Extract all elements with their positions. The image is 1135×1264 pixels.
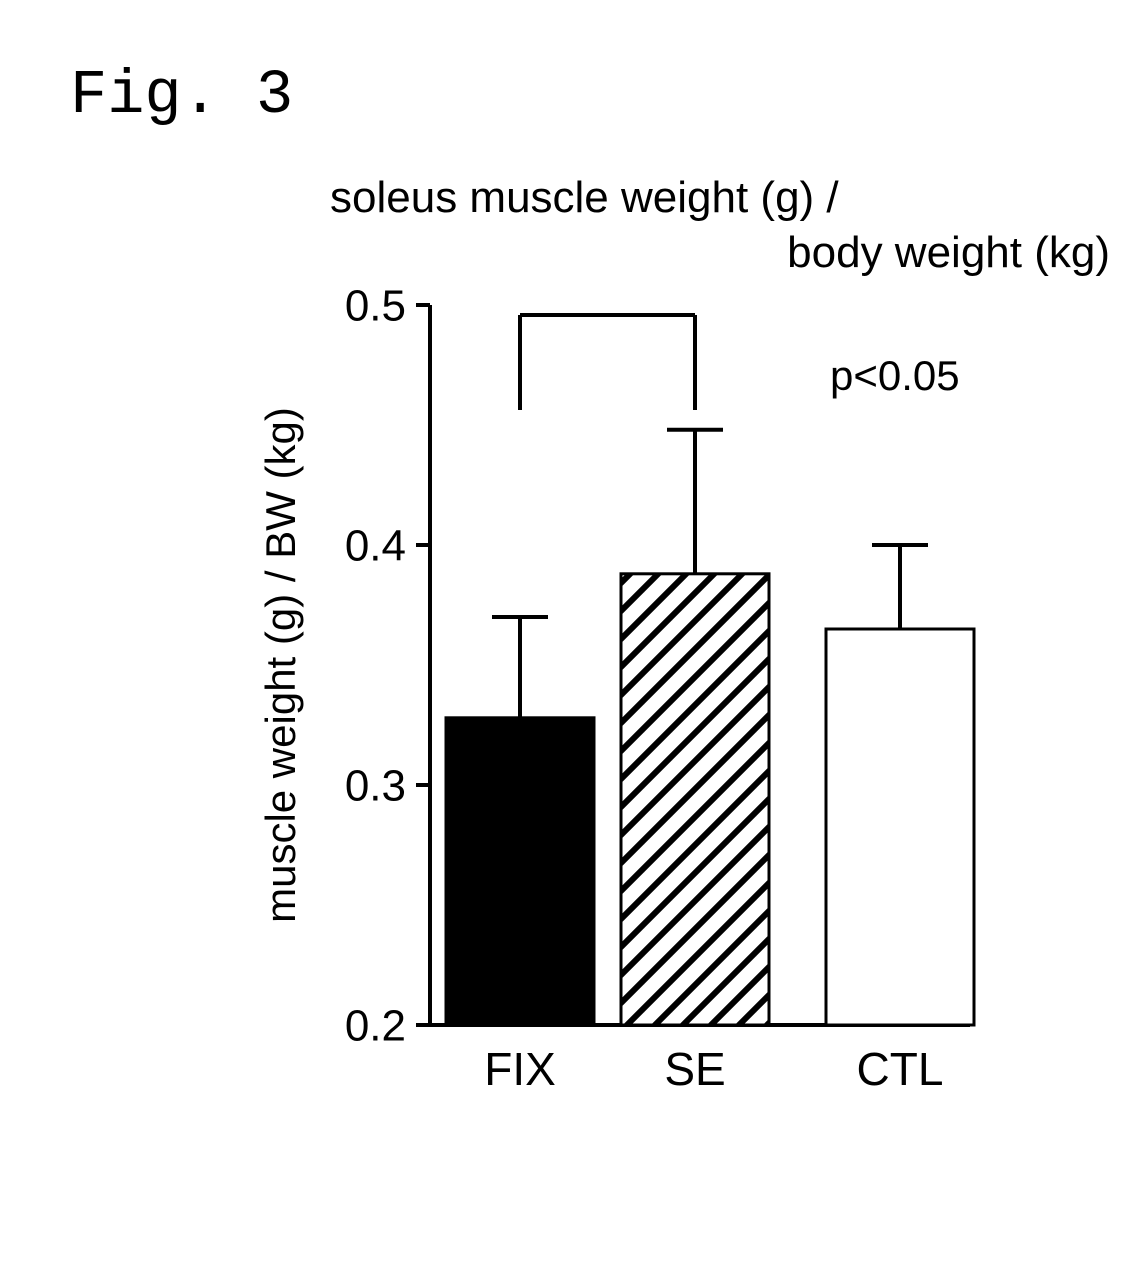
figure-canvas: Fig. 3 soleus muscle weight (g) / body w… bbox=[0, 0, 1135, 1264]
x-category-label: CTL bbox=[857, 1043, 944, 1095]
y-tick-label: 0.5 bbox=[345, 281, 406, 330]
y-tick-label: 0.4 bbox=[345, 521, 406, 570]
y-tick-label: 0.2 bbox=[345, 1001, 406, 1050]
bar-chart: 0.20.30.40.5muscle weight (g) / BW (kg)F… bbox=[0, 0, 1135, 1264]
y-axis-label: muscle weight (g) / BW (kg) bbox=[257, 407, 304, 923]
y-tick-label: 0.3 bbox=[345, 761, 406, 810]
x-category-label: SE bbox=[664, 1043, 725, 1095]
bar-ctl bbox=[826, 629, 974, 1025]
bar-fix bbox=[446, 718, 594, 1025]
bar-se bbox=[621, 574, 769, 1025]
significance-label: p<0.05 bbox=[830, 352, 960, 399]
x-category-label: FIX bbox=[484, 1043, 556, 1095]
